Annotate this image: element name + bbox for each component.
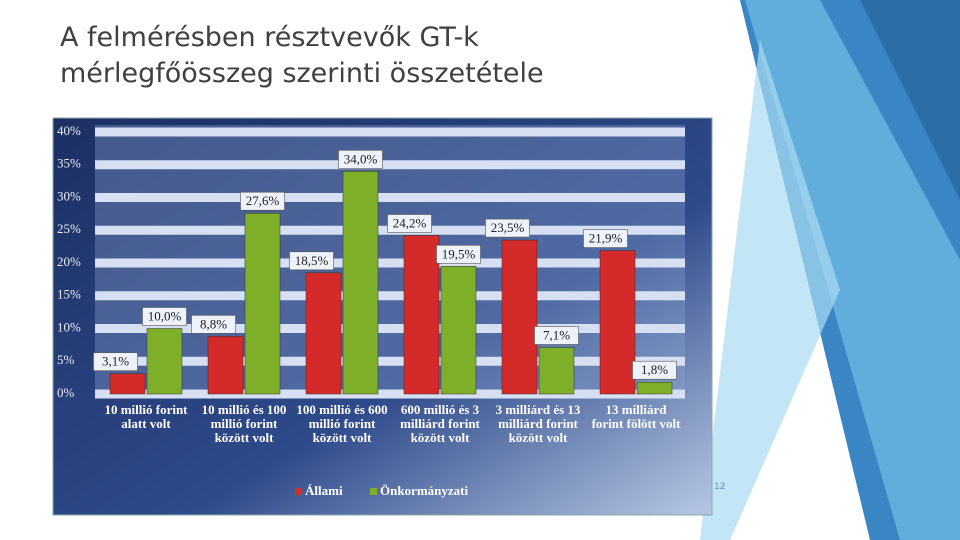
legend-label: Önkormányzati	[380, 483, 469, 498]
y-tick-label: 35%	[57, 156, 81, 171]
bar	[207, 336, 244, 395]
value-label: 24,2%	[393, 215, 427, 230]
value-label: 21,9%	[589, 231, 623, 246]
y-tick-label: 0%	[57, 385, 75, 400]
y-tick-label: 40%	[57, 123, 81, 138]
x-tick-label: 100 millió és 600 millió forint között v…	[296, 402, 388, 445]
legend-swatch	[295, 488, 302, 495]
value-label-box	[93, 352, 138, 371]
decoration	[745, 0, 960, 540]
value-label-box	[191, 315, 236, 334]
x-tick-label: 13 milliárd forint fölött volt	[591, 402, 681, 431]
slide-title: A felmérésben résztvevők GT-k mérlegfőös…	[60, 22, 544, 89]
bar	[440, 266, 477, 395]
value-label: 19,5%	[442, 246, 476, 261]
value-label-box	[436, 244, 481, 264]
y-tick-label: 10%	[57, 319, 81, 334]
value-label-box	[240, 191, 285, 211]
bar	[146, 328, 183, 395]
y-tick-label: 5%	[57, 352, 75, 367]
value-label: 1,8%	[641, 362, 668, 377]
value-label: 10,0%	[148, 308, 182, 323]
bar	[538, 347, 575, 395]
legend-swatch	[370, 488, 377, 495]
bar	[599, 250, 636, 395]
value-label: 23,5%	[491, 220, 525, 235]
x-tick-label: 3 milliárd és 13 milliárd forint között …	[495, 402, 581, 445]
value-label: 27,6%	[246, 193, 280, 208]
value-label-box	[583, 229, 628, 248]
legend-label: Állami	[305, 483, 343, 498]
x-tick-label: 600 millió és 3 milliárd forint között v…	[400, 402, 480, 445]
value-label: 18,5%	[295, 253, 329, 268]
value-label-box	[387, 214, 432, 233]
value-label-box	[485, 218, 530, 238]
bar	[501, 239, 538, 395]
decoration	[700, 40, 840, 540]
value-label: 3,1%	[102, 354, 129, 369]
value-label-box	[142, 307, 187, 326]
x-tick-label: 10 millió és 100 millió forint között vo…	[201, 402, 287, 445]
value-label-box	[534, 326, 579, 345]
y-tick-label: 15%	[57, 287, 81, 302]
y-tick-label: 30%	[57, 188, 81, 203]
y-tick-label: 25%	[57, 221, 81, 236]
y-tick-label: 20%	[57, 254, 81, 269]
value-label: 7,1%	[543, 327, 570, 342]
bar	[305, 272, 342, 395]
value-label: 34,0%	[344, 151, 378, 166]
bar	[109, 373, 146, 395]
bar	[403, 235, 440, 395]
value-label: 8,8%	[200, 316, 227, 331]
bar	[636, 381, 673, 395]
bar	[342, 171, 379, 395]
value-label-box	[632, 360, 677, 380]
bar	[244, 212, 281, 395]
value-label-box	[338, 150, 383, 169]
page-number: 12	[714, 482, 726, 492]
x-tick-label: 10 millió forint alatt volt	[104, 402, 188, 431]
value-label-box	[289, 251, 334, 271]
